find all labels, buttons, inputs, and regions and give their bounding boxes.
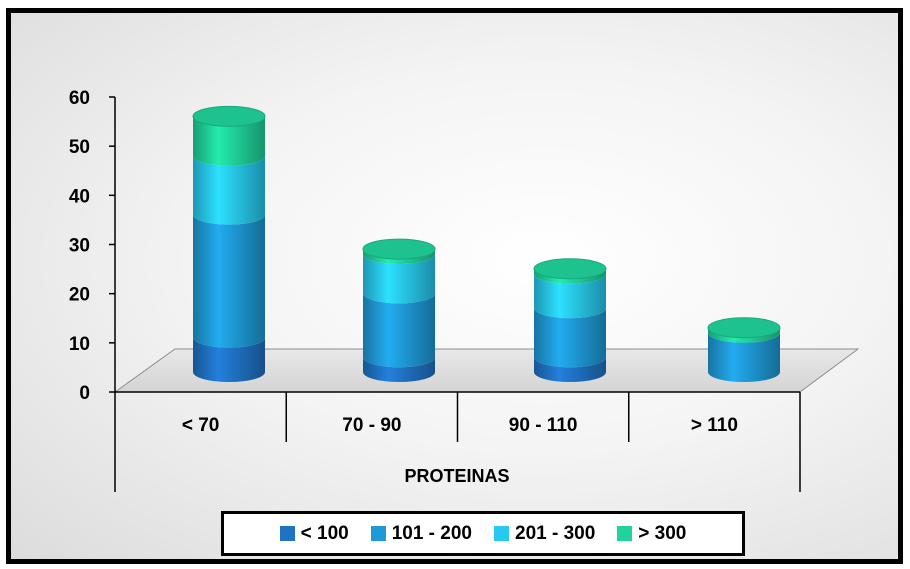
bar-segment-4-4	[708, 327, 780, 343]
y-tick-label: 10	[69, 334, 90, 355]
legend-label: 201 - 300	[515, 522, 596, 544]
legend-item: 101 - 200	[370, 522, 472, 545]
bar-segment-3-1	[193, 155, 265, 225]
bar-segment-2-1	[193, 214, 265, 348]
legend-swatch	[279, 526, 295, 541]
bar-segment-1-3	[534, 357, 606, 382]
legend-swatch	[617, 526, 633, 541]
bar-segment-1-2	[363, 357, 435, 382]
x-category-label: 70 - 90	[342, 415, 401, 436]
x-category-label: 90 - 110	[509, 415, 578, 436]
y-tick-group: 0 10 20 30 40 50 60	[69, 88, 115, 404]
bar-segment-4-1	[193, 116, 265, 166]
legend-item: > 300	[617, 523, 686, 545]
x-axis-title: PROTEINAS	[404, 466, 509, 486]
chart-frame	[6, 8, 903, 564]
bar-segment-3-2	[363, 254, 435, 304]
legend-label: < 100	[300, 522, 349, 544]
legend-item: 201 - 300	[494, 523, 595, 545]
y-tick-label: 40	[69, 186, 90, 207]
y-tick-label: 0	[79, 383, 90, 404]
bar-top-cap-3	[533, 258, 607, 280]
bar-segment-1-1	[193, 337, 265, 382]
y-tick-label: 50	[69, 137, 90, 158]
legend-label: 101 - 200	[391, 522, 472, 544]
legend-label: > 300	[638, 522, 687, 544]
bar-segment-3-3	[534, 273, 606, 319]
x-category-label: < 70	[182, 415, 220, 436]
legend-item: < 100	[279, 522, 349, 545]
y-tick-label: 30	[69, 236, 90, 257]
legend: < 100 101 - 200 201 - 300 > 300	[221, 511, 745, 556]
bar-top-cap-2	[362, 238, 436, 260]
bar-segment-2-3	[534, 308, 606, 368]
y-tick-label: 20	[69, 285, 90, 306]
bar-segment-2-2	[363, 293, 435, 368]
bar-top-cap-4	[707, 317, 781, 339]
x-category-label: > 110	[691, 415, 738, 436]
bar-segment-4-3	[534, 268, 606, 284]
legend-swatch	[494, 526, 509, 541]
bar-group	[192, 105, 781, 382]
y-tick-label: 60	[69, 88, 90, 109]
bar-segment-4-2	[363, 249, 435, 264]
bar-segment-2-4	[708, 332, 780, 382]
x-category-group: < 70 70 - 90 90 - 110 > 110	[114, 392, 801, 492]
bar-top-cap-1	[192, 105, 266, 127]
legend-swatch	[370, 526, 386, 541]
